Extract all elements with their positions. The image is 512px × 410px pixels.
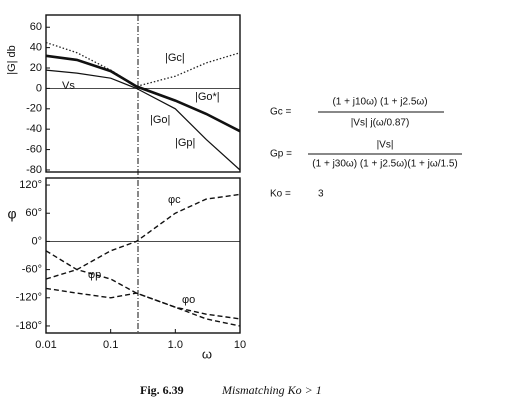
y-tick-label: 0° [31, 235, 42, 247]
x-tick-label: 0.1 [103, 339, 118, 351]
series-label: φo [182, 294, 195, 306]
y-tick-label: 120° [19, 179, 42, 191]
x-tick-label: 0.01 [35, 339, 56, 351]
y-tick-label: -180° [16, 320, 42, 332]
equation: |Vs| j(ω/0.87) [351, 118, 410, 129]
y-tick-label: -20 [26, 103, 42, 115]
magnitude-frame [45, 14, 241, 173]
series-label: |Gp| [175, 137, 195, 149]
x-axis-label: ω [202, 346, 212, 361]
y-tick-label: -60 [26, 143, 42, 155]
series-line [45, 193, 241, 280]
series-line [45, 287, 241, 320]
y-tick-label: -80 [26, 164, 42, 176]
equation: (1 + j30ω) (1 + j2.5ω)(1 + jω/1.5) [312, 159, 457, 170]
annotation: |Go*| [195, 91, 220, 103]
y-tick-label: -120° [16, 292, 42, 304]
y-tick-label: 20 [30, 62, 42, 74]
y-tick-label: -40 [26, 123, 42, 135]
equation: Ko = [270, 189, 291, 200]
series-label: |Gc| [165, 52, 185, 64]
series-label: |Go| [150, 114, 170, 126]
y-tick-label: 60 [30, 21, 42, 33]
equation: Gc = [270, 107, 292, 118]
y-tick-label: 40 [30, 42, 42, 54]
equation: (1 + j10ω) (1 + j2.5ω) [332, 97, 427, 108]
equation: |Vs| [377, 140, 394, 151]
series-line [45, 69, 241, 171]
y-tick-label: 0 [36, 82, 42, 94]
y-axis-label: φ [7, 206, 16, 222]
annotation: Vs [62, 80, 75, 92]
y-tick-label: -60° [22, 263, 42, 275]
y-axis-label: |G| db [6, 45, 18, 75]
phase-frame [45, 177, 241, 334]
y-tick-label: 60° [25, 207, 42, 219]
x-tick-label: 10 [234, 339, 246, 351]
caption-number: Fig. 6.39 [140, 383, 184, 397]
x-tick-label: 1.0 [168, 339, 183, 351]
series-line [45, 54, 241, 133]
equation: 3 [318, 189, 324, 200]
series-line [45, 41, 241, 88]
caption-text: Mismatching Ko > 1 [221, 383, 322, 397]
equation: Gp = [270, 149, 292, 160]
series-label: φc [168, 194, 181, 206]
series-label: φp [88, 269, 101, 281]
